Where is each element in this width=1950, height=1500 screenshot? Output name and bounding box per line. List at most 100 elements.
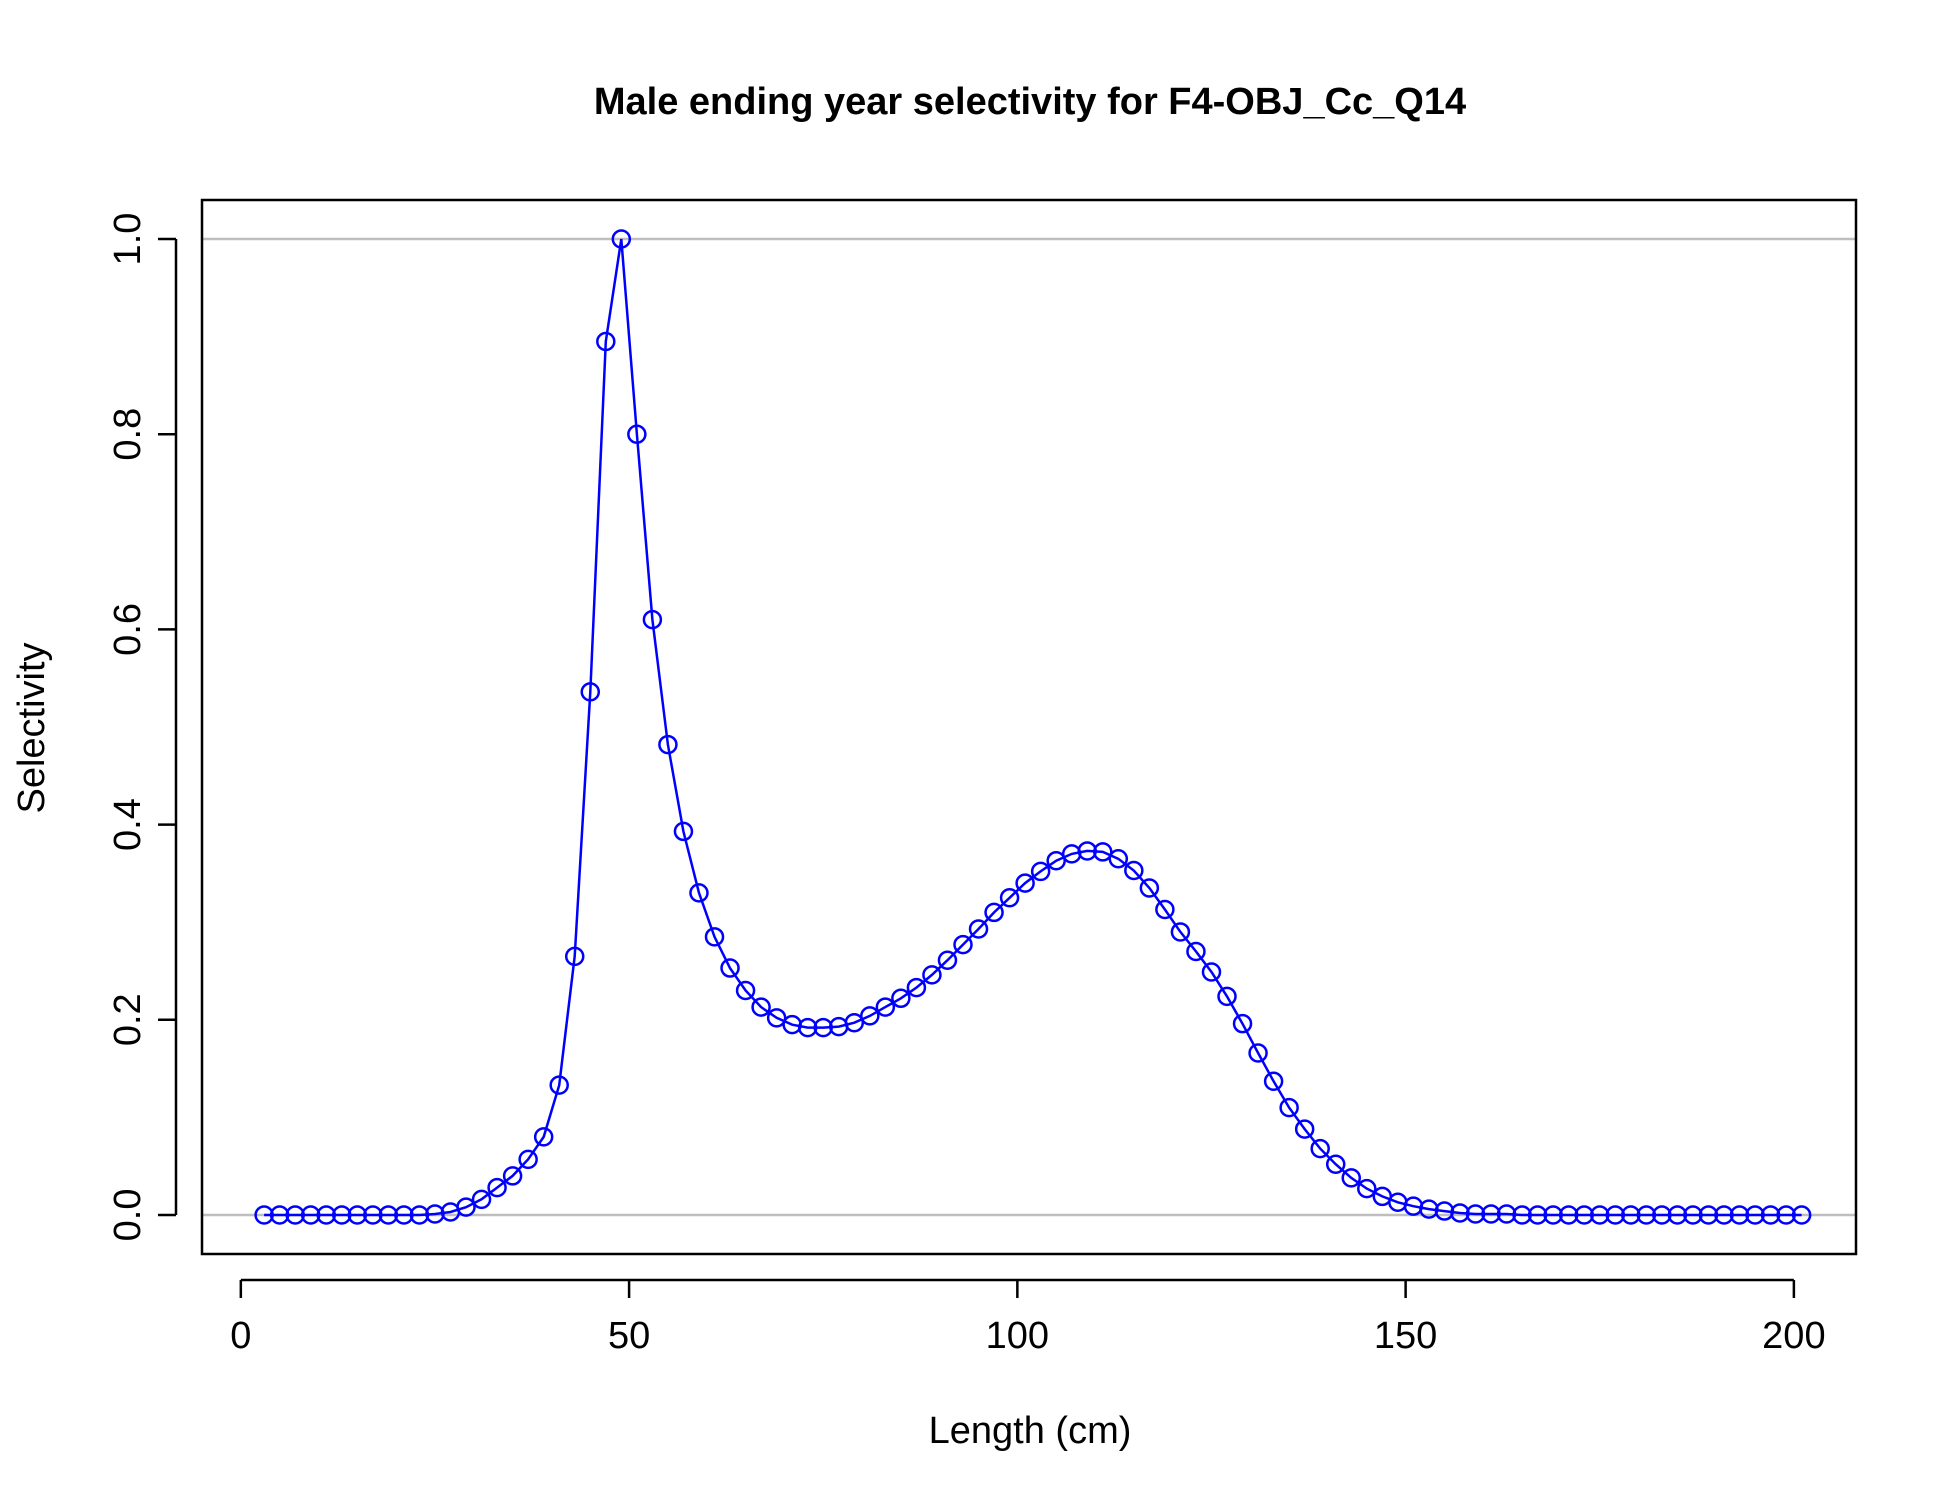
data-point	[689, 883, 709, 903]
data-point	[860, 1006, 880, 1026]
data-point	[953, 934, 973, 955]
data-point	[937, 950, 958, 970]
data-point	[1698, 1205, 1719, 1225]
x-tick-label: 150	[1374, 1315, 1437, 1357]
data-point	[1543, 1205, 1563, 1225]
x-axis: 0 50 100 150 200	[230, 1278, 1826, 1357]
series-layer	[254, 229, 1812, 1225]
data-point	[1248, 1043, 1268, 1063]
data-point	[502, 1166, 523, 1186]
data-point	[1030, 861, 1051, 882]
data-point	[1636, 1205, 1657, 1225]
data-point	[1015, 873, 1035, 893]
data-point	[254, 1205, 274, 1225]
x-axis-label: Length (cm)	[929, 1410, 1132, 1452]
data-point	[720, 958, 740, 978]
data-point	[1589, 1205, 1610, 1225]
data-point	[564, 946, 585, 967]
data-point	[1760, 1205, 1781, 1225]
data-point	[394, 1205, 414, 1225]
data-point	[347, 1205, 368, 1225]
data-point	[1294, 1119, 1315, 1139]
data-point	[1124, 860, 1144, 881]
data-point	[1667, 1205, 1688, 1225]
data-point	[1450, 1203, 1470, 1223]
data-point	[906, 977, 927, 998]
data-point	[999, 888, 1020, 908]
data-point	[1357, 1178, 1377, 1199]
data-point	[1108, 849, 1129, 869]
plot-frame	[200, 198, 1858, 1256]
data-point	[735, 980, 756, 1001]
data-point	[1481, 1204, 1501, 1224]
chart-title: Male ending year selectivity for F4-OBJ_…	[594, 81, 1466, 123]
x-tick-label: 100	[986, 1315, 1049, 1357]
data-point	[797, 1017, 818, 1038]
data-point	[704, 927, 725, 947]
data-point	[1263, 1071, 1284, 1092]
data-point	[875, 997, 896, 1017]
data-point	[1279, 1097, 1299, 1118]
data-point	[487, 1177, 507, 1198]
data-point	[1139, 878, 1160, 898]
data-point	[1745, 1205, 1765, 1225]
data-point	[1155, 899, 1175, 920]
data-point	[611, 229, 632, 249]
data-point	[1729, 1205, 1750, 1225]
x-tick-label: 0	[230, 1315, 251, 1357]
data-point	[1574, 1205, 1594, 1225]
data-point	[378, 1205, 399, 1225]
y-axis: 0.0 0.2 0.4 0.6 0.8 1.0	[107, 213, 178, 1242]
data-point	[596, 331, 616, 352]
data-point	[1558, 1205, 1579, 1225]
data-point	[658, 734, 678, 755]
data-point	[1217, 986, 1237, 1007]
data-point	[1791, 1205, 1812, 1225]
data-point	[891, 988, 911, 1009]
reference-lines	[202, 237, 1856, 1217]
data-point	[984, 902, 1004, 923]
data-point	[332, 1205, 352, 1225]
data-point	[813, 1017, 833, 1038]
data-point	[1046, 850, 1066, 871]
data-point	[1776, 1205, 1796, 1225]
data-point	[642, 609, 663, 630]
y-axis-label: Selectivity	[11, 642, 53, 813]
y-tick-label: 1.0	[107, 213, 149, 266]
data-point	[766, 1008, 787, 1028]
data-point	[363, 1205, 383, 1225]
data-point	[1201, 962, 1222, 982]
data-point	[1714, 1205, 1734, 1225]
y-tick-label: 0.8	[107, 408, 149, 461]
data-point	[1341, 1168, 1362, 1188]
data-point	[968, 919, 989, 939]
data-point	[1325, 1154, 1346, 1174]
data-point	[1077, 841, 1097, 861]
y-tick-label: 0.2	[107, 993, 149, 1046]
data-point	[518, 1149, 538, 1170]
data-point	[751, 997, 771, 1017]
data-point	[285, 1205, 305, 1225]
data-point	[1465, 1204, 1486, 1224]
y-tick-label: 0.6	[107, 603, 149, 656]
x-tick-label: 200	[1762, 1315, 1825, 1357]
data-point	[1683, 1205, 1703, 1225]
data-point	[627, 424, 647, 444]
data-point	[1652, 1205, 1672, 1225]
data-point	[1310, 1138, 1330, 1159]
data-point	[1496, 1204, 1517, 1224]
data-point	[533, 1127, 554, 1147]
data-point	[471, 1189, 492, 1210]
data-point	[673, 821, 694, 842]
data-point	[549, 1075, 569, 1095]
data-point	[409, 1205, 430, 1225]
data-point	[580, 682, 601, 702]
data-point	[269, 1205, 290, 1225]
y-tick-label: 0.0	[107, 1189, 149, 1242]
data-point	[1186, 941, 1206, 962]
x-tick-label: 50	[608, 1315, 650, 1357]
data-point	[1093, 842, 1113, 862]
data-point	[1512, 1205, 1532, 1225]
data-point	[316, 1205, 336, 1225]
